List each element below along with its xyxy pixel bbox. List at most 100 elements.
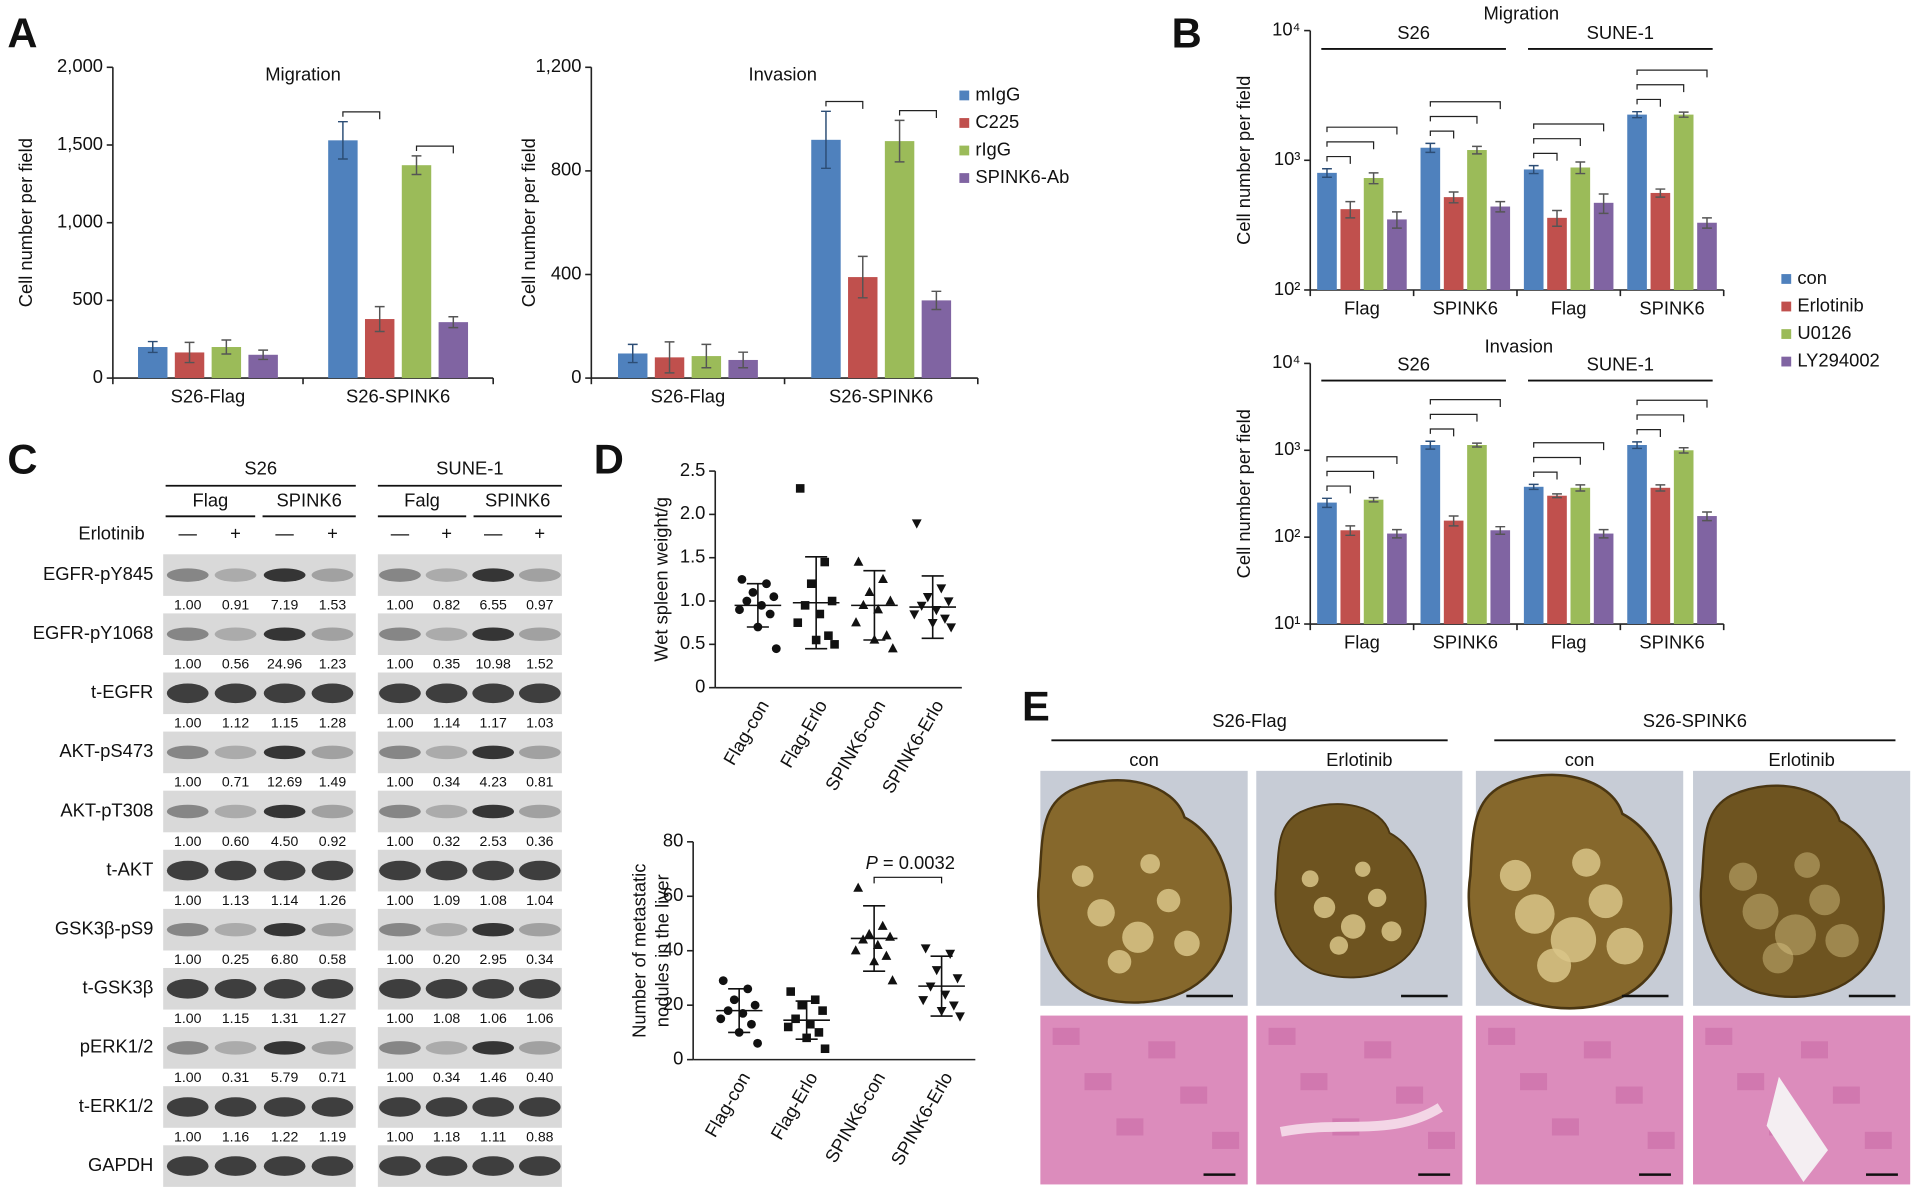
x-tick-label: SPINK6 — [1433, 631, 1498, 652]
nodule — [1156, 888, 1181, 913]
band-ratio: 1.00 — [386, 1128, 414, 1144]
legend-label: SPINK6-Ab — [975, 166, 1069, 187]
significance-bracket — [342, 111, 381, 120]
legend-swatch — [959, 145, 970, 156]
band-ratio: 1.31 — [271, 1010, 299, 1026]
point — [922, 593, 933, 603]
error-bar — [1552, 493, 1562, 499]
error-bar — [1678, 111, 1689, 118]
x-tick-label: SPINK6-con — [821, 696, 890, 794]
blot-row-label: GSK3β-pS9 — [55, 918, 153, 939]
histology-texture — [1737, 1073, 1765, 1091]
point — [818, 1006, 827, 1015]
blot-band — [472, 745, 515, 760]
band-ratio: 1.09 — [433, 892, 461, 908]
point — [753, 1038, 762, 1048]
blot-band — [311, 804, 354, 819]
band-ratio: 1.00 — [174, 1010, 202, 1026]
significance-bracket — [1326, 470, 1375, 479]
treatment-sign: + — [230, 523, 241, 544]
blot-band — [472, 804, 515, 819]
p-annotation: P = 0.0032 — [866, 852, 955, 873]
nodule — [1122, 921, 1154, 953]
bar — [248, 354, 278, 379]
significance-bracket — [1636, 429, 1661, 437]
band-ratio: 1.00 — [386, 656, 414, 672]
bar — [1673, 450, 1694, 625]
error-bar — [1322, 497, 1332, 509]
blot-strip — [163, 554, 356, 596]
y-tick-label: 0 — [571, 366, 581, 387]
band-ratio: 1.19 — [319, 1128, 347, 1144]
band-ratio: 0.91 — [222, 596, 250, 612]
group-label: S26 — [1397, 22, 1430, 43]
blot-band — [166, 745, 209, 760]
blot-band — [379, 568, 421, 582]
blot-band — [472, 922, 515, 937]
blot-strip — [377, 613, 562, 655]
histology-texture — [1800, 1041, 1828, 1059]
blot-band — [214, 922, 257, 937]
error-bar — [1575, 161, 1586, 175]
blot-band — [311, 1156, 354, 1176]
nodule — [1367, 888, 1387, 908]
significance-bracket — [1533, 456, 1581, 465]
y-axis-label: Number of metastatic — [628, 864, 649, 1038]
point — [824, 631, 833, 640]
legend-swatch — [959, 90, 970, 101]
blot-band — [166, 683, 209, 704]
blot-band — [214, 683, 257, 704]
bar — [1443, 197, 1464, 290]
band-ratio: 1.08 — [479, 892, 507, 908]
blot-band — [214, 860, 257, 881]
bar — [811, 139, 841, 379]
panel-label: E — [1022, 683, 1050, 730]
sd-bar — [805, 556, 828, 650]
blot-band — [425, 568, 468, 582]
y-tick-label: 2.5 — [680, 459, 706, 480]
point — [748, 587, 758, 597]
band-ratio: 1.23 — [319, 656, 347, 672]
point — [864, 586, 875, 597]
blot-band — [472, 683, 515, 704]
blot-band — [214, 627, 257, 641]
treatment-sign: — — [484, 523, 503, 544]
legend-swatch — [959, 118, 970, 128]
significance-bracket — [1326, 155, 1351, 164]
band-ratio: 4.23 — [479, 774, 507, 790]
error-bar — [1322, 168, 1332, 178]
bar — [1627, 445, 1647, 625]
blot-band — [425, 683, 468, 704]
nodule — [1606, 927, 1644, 965]
blot-band — [379, 1097, 421, 1117]
blot-band — [214, 978, 257, 999]
y-axis-label: nodules in the liver — [652, 874, 673, 1027]
nodule — [1301, 870, 1319, 888]
group-label: SUNE-1 — [1587, 354, 1654, 375]
error-bar — [1598, 193, 1609, 215]
blot-band — [166, 1097, 209, 1117]
blot-band — [518, 1156, 561, 1176]
y-axis-label: Cell number per field — [15, 138, 36, 307]
error-bar — [337, 120, 348, 160]
blot-band — [311, 745, 354, 760]
band-ratio: 1.18 — [433, 1128, 461, 1144]
blot-row-label: t-ERK1/2 — [79, 1095, 154, 1116]
band-ratio: 1.00 — [174, 715, 202, 731]
condition-label: con — [1129, 749, 1159, 770]
point — [800, 601, 810, 610]
blot-band — [263, 627, 306, 641]
x-tick-label: SPINK6-Erlo — [877, 696, 947, 797]
band-ratio: 0.88 — [526, 1128, 554, 1144]
band-ratio: 1.08 — [433, 1010, 461, 1026]
band-ratio: 1.13 — [222, 892, 250, 908]
point — [931, 606, 942, 616]
nodule — [1825, 924, 1859, 958]
bar — [438, 322, 469, 379]
bar — [1443, 520, 1464, 625]
blot-band — [166, 568, 209, 582]
band-ratio: 1.00 — [174, 656, 202, 672]
band-ratio: 1.00 — [174, 951, 202, 967]
blot-band — [263, 1041, 306, 1055]
error-bar — [627, 343, 638, 364]
